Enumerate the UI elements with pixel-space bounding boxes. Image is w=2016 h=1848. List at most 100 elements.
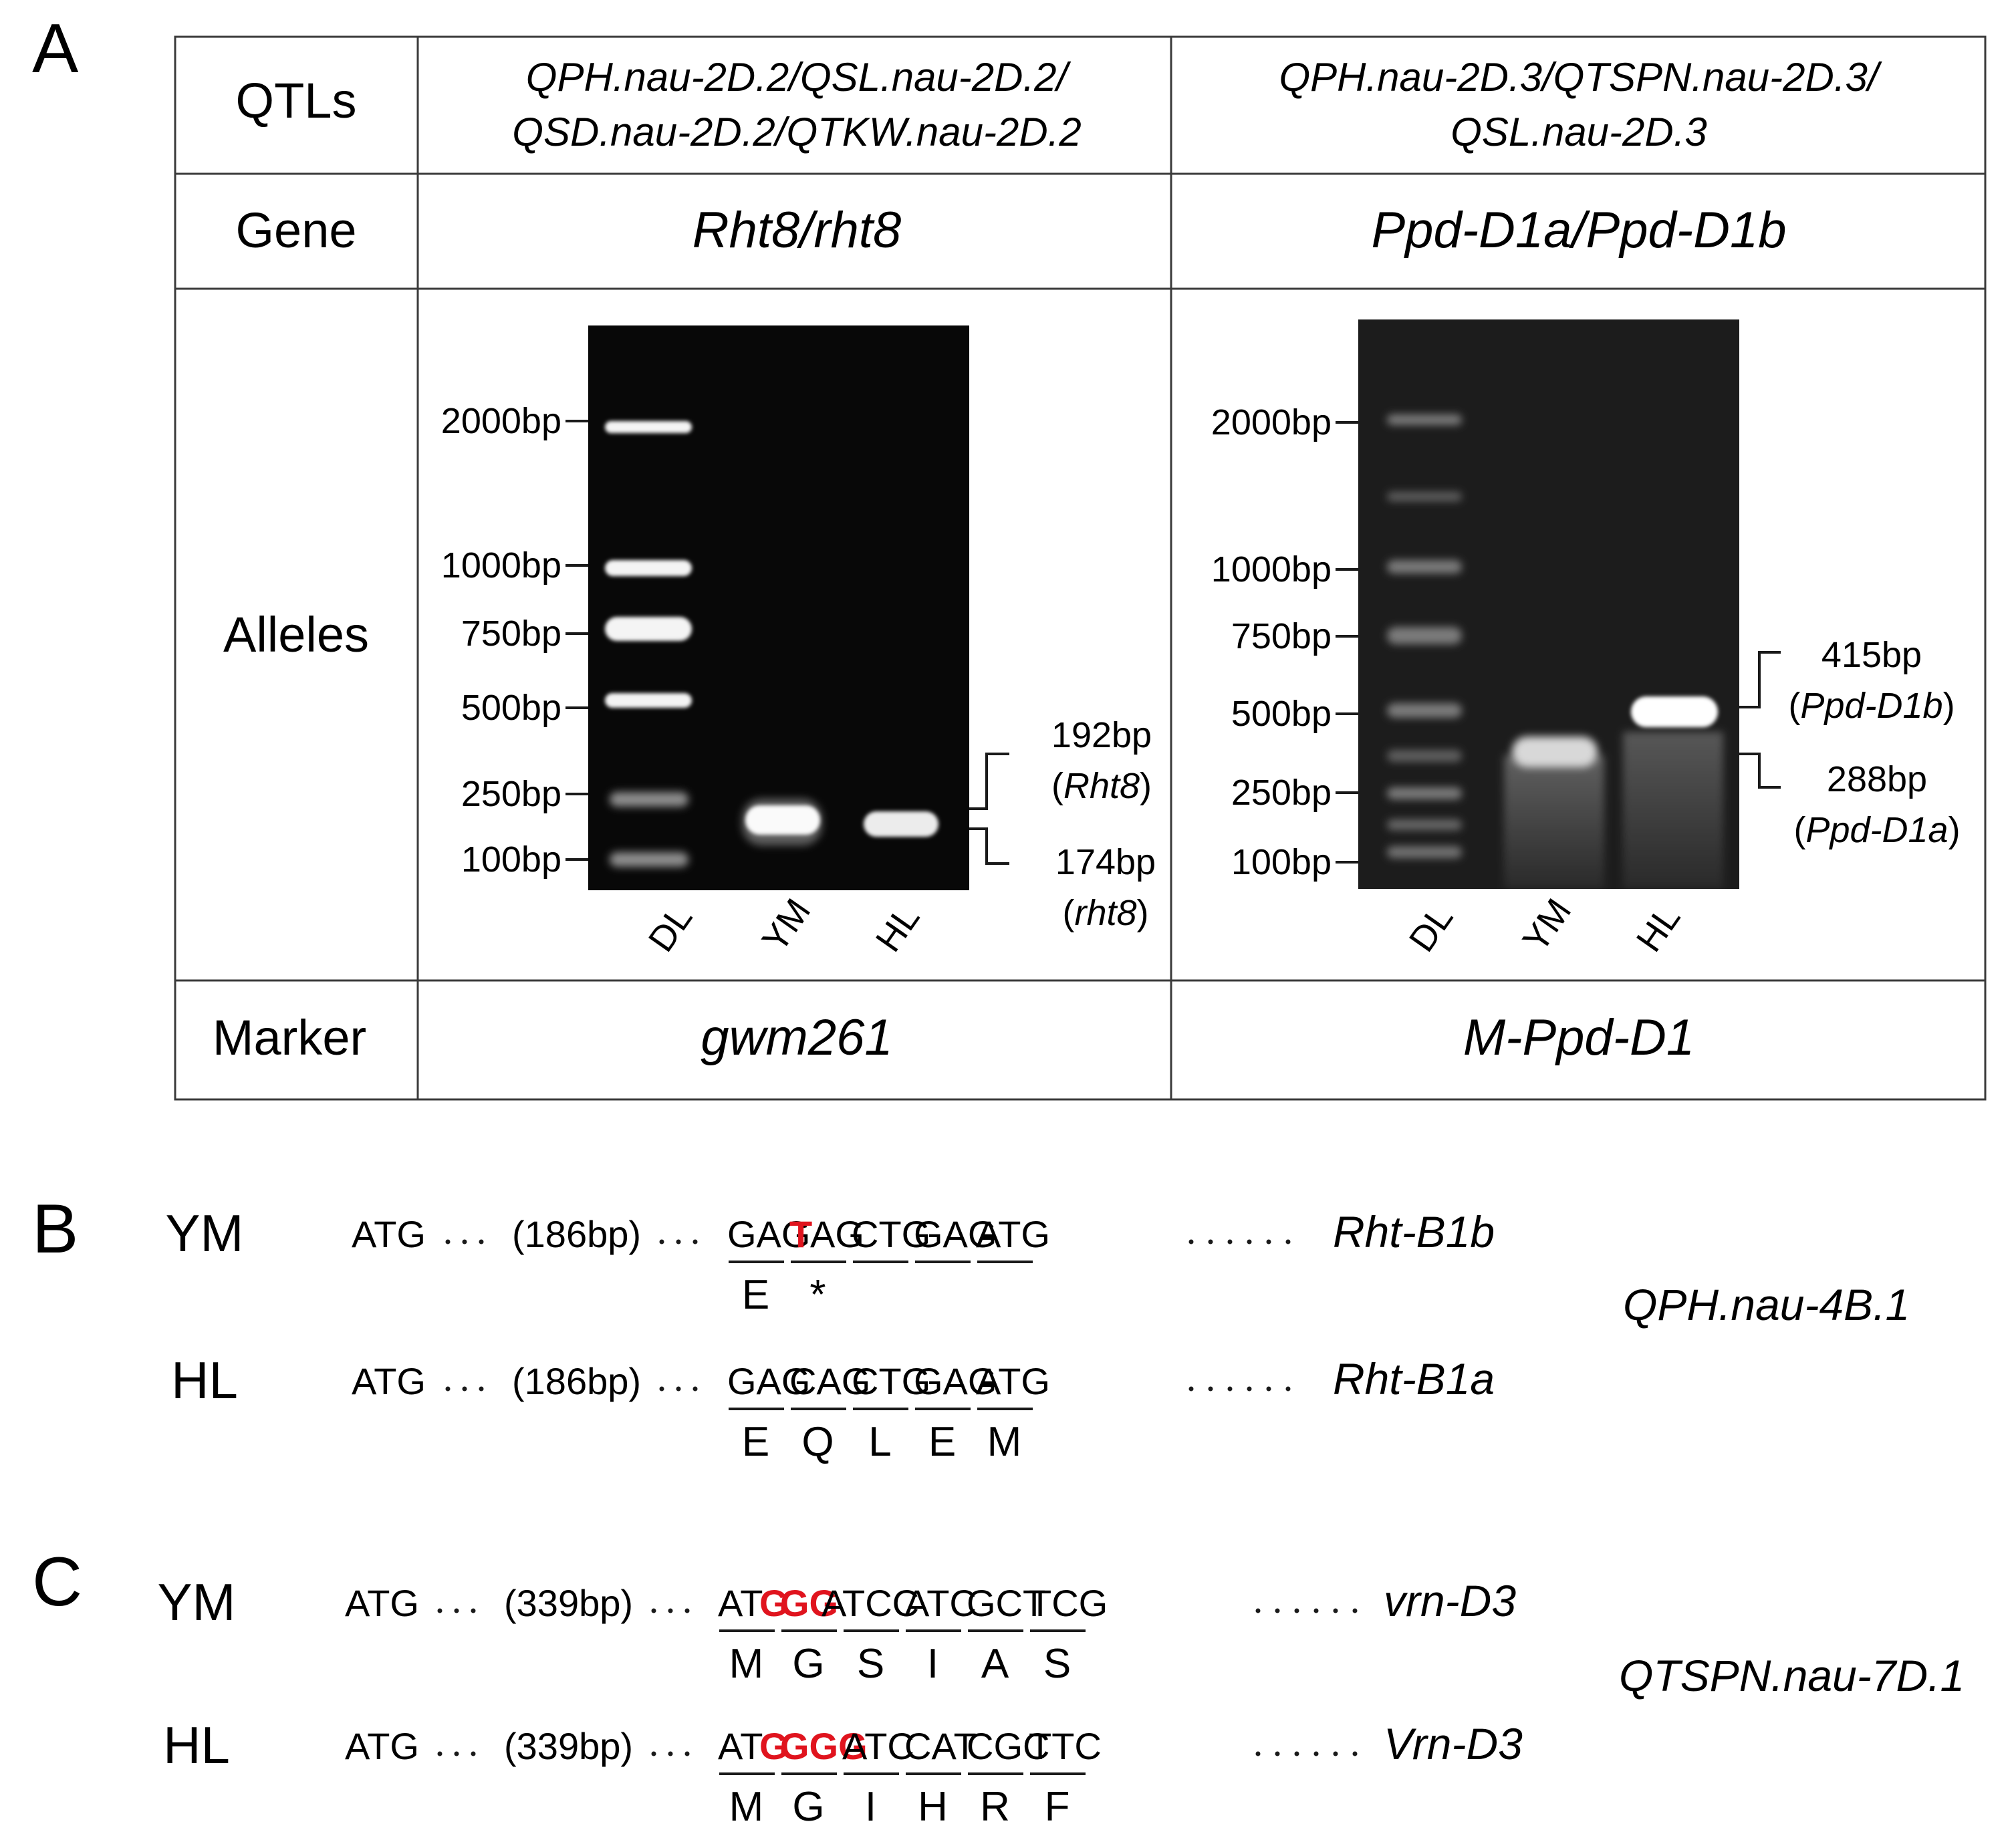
start-codon: ATG	[352, 1360, 426, 1402]
mutated-base: G	[759, 1725, 789, 1767]
band-ym-ppd-d1a	[1512, 737, 1598, 767]
panel-b-label: B	[32, 1190, 78, 1268]
ellipsis-dot	[651, 1608, 656, 1613]
line-label: HL	[163, 1716, 230, 1774]
row-header-alleles: Alleles	[223, 607, 369, 662]
ellipsis-dot	[462, 1386, 467, 1392]
amino-acid: R	[980, 1784, 1010, 1830]
ellipsis-dot	[1247, 1239, 1252, 1244]
ellipsis-dot	[445, 1386, 451, 1392]
amino-acid: S	[857, 1641, 884, 1687]
codon-bases: GAG	[727, 1360, 810, 1402]
ellipsis-dot	[1255, 1751, 1261, 1756]
ellipsis-dot	[651, 1751, 656, 1756]
qtls-col1-line1: QPH.nau-2D.2/QSL.nau-2D.2/	[526, 55, 1072, 100]
gel-ppd-d1-ladder	[1387, 414, 1462, 858]
ladder-label: 2000bp	[441, 401, 561, 441]
ellipsis-dot	[1313, 1608, 1319, 1613]
lane-label: YM	[1515, 892, 1580, 959]
mutated-base: GGG	[780, 1725, 868, 1767]
panel-c-label: C	[32, 1543, 82, 1621]
amino-acid: E	[742, 1419, 769, 1465]
amino-acid: G	[792, 1784, 824, 1830]
mutated-base: GG	[780, 1582, 838, 1624]
qtls-col2-line2: QSL.nau-2D.3	[1451, 110, 1707, 154]
ellipsis-dot	[1188, 1239, 1194, 1244]
lane-label: HL	[1629, 898, 1688, 959]
gel-rht8: 2000bp 1000bp 750bp 500bp 250bp 100bp DL…	[441, 325, 1156, 959]
mutated-base: G	[759, 1582, 789, 1624]
ladder-label: 1000bp	[1211, 549, 1332, 589]
codon-bases: AT	[718, 1725, 763, 1767]
codon-bases: GAG	[727, 1213, 810, 1255]
gel-rht8-band-brackets	[969, 753, 1009, 865]
ellipsis-dot	[684, 1608, 690, 1613]
ellipsis-dot	[1313, 1751, 1319, 1756]
lane-label: YM	[755, 892, 819, 959]
ellipsis-dot	[1247, 1386, 1252, 1392]
ellipsis-dot	[1285, 1386, 1291, 1392]
ellipsis-dot	[1208, 1239, 1213, 1244]
amino-acid: F	[1045, 1784, 1070, 1830]
ellipsis-dot	[454, 1751, 459, 1756]
panel-b-qtl: QPH.nau-4B.1	[1623, 1280, 1910, 1329]
ladder-label: 500bp	[461, 688, 561, 728]
ladder-label: 100bp	[461, 839, 561, 880]
codon-bases: CGC	[967, 1725, 1049, 1767]
panel-a: A QTLs Gene Alleles Marker QPH.nau-2D.2/…	[32, 10, 1987, 1101]
ellipsis-dot	[1333, 1751, 1338, 1756]
band-annotation-allele: (rht8)	[1062, 893, 1148, 933]
ellipsis-dot	[1285, 1239, 1291, 1244]
band-hl-ppd-d1b	[1631, 696, 1718, 727]
ladder-label: 100bp	[1231, 842, 1332, 882]
codon-bases: AT	[718, 1582, 763, 1624]
codon-bases: CTG	[852, 1213, 930, 1255]
amino-acid: Q	[801, 1419, 834, 1465]
mutated-base: T	[789, 1213, 812, 1255]
band-annotation-size: 174bp	[1055, 842, 1156, 882]
row-header-gene: Gene	[235, 203, 356, 258]
amino-acid: S	[1043, 1641, 1071, 1687]
ellipsis-dot	[471, 1751, 476, 1756]
codon-bases: TCG	[1029, 1582, 1108, 1624]
amino-acid: G	[792, 1641, 824, 1687]
gene-col2: Ppd-D1a/Ppd-D1b	[1371, 202, 1786, 259]
codon-bases: GCT	[967, 1582, 1045, 1624]
start-codon: ATG	[345, 1582, 419, 1624]
line-label: YM	[158, 1573, 236, 1631]
codon-bases: GAG	[914, 1360, 997, 1402]
ellipsis-dot	[437, 1751, 443, 1756]
gap-length: (339bp)	[504, 1725, 633, 1767]
sequence-row: YM ATG (339bp) ATGMGGAGTCCSATCIGCTATCGSvrn-…	[158, 1573, 1517, 1687]
panel-c-rows: YM ATG (339bp) ATGMGGAGTCCSATCIGCTATCGSvrn-…	[158, 1573, 1523, 1830]
band-hl-rht8	[864, 811, 938, 837]
line-label: HL	[171, 1351, 238, 1410]
ladder-label: 500bp	[1231, 694, 1332, 734]
amino-acid: E	[928, 1419, 956, 1465]
ellipsis-dot	[1188, 1386, 1194, 1392]
gel-ppd-d1-sample-bands	[1512, 696, 1718, 767]
allele-name: vrn-D3	[1384, 1576, 1516, 1625]
ellipsis-dot	[676, 1239, 681, 1244]
codon-bases: ATG	[976, 1213, 1050, 1255]
codon-bases: ATC	[904, 1582, 977, 1624]
panel-a-label: A	[32, 10, 79, 88]
codon-bases: GAG	[914, 1213, 997, 1255]
lane-label: HL	[868, 898, 928, 959]
codon-bases: CTG	[852, 1360, 930, 1402]
panel-b: B QPH.nau-4B.1 YM ATG (186bp) GAGETAG*CTGGA…	[32, 1190, 1910, 1465]
ellipsis-dot	[454, 1608, 459, 1613]
codon-bases: A	[822, 1582, 847, 1624]
ellipsis-dot	[1266, 1386, 1271, 1392]
band-annotation-size: 288bp	[1827, 759, 1927, 799]
ellipsis-dot	[1227, 1386, 1233, 1392]
ladder-label: 750bp	[461, 614, 561, 654]
codon-bases: TTC	[1029, 1725, 1102, 1767]
band-annotation-size: 415bp	[1821, 635, 1922, 675]
allele-name: Rht-B1b	[1333, 1207, 1495, 1257]
row-header-qtls: QTLs	[236, 73, 357, 128]
ellipsis-dot	[471, 1608, 476, 1613]
gel-ppd-d1-smears	[1504, 732, 1723, 889]
